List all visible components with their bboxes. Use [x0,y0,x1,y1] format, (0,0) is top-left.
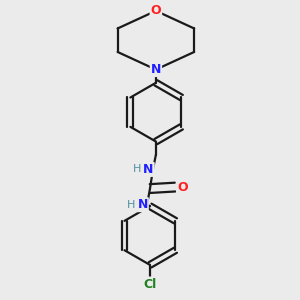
Text: H: H [133,164,141,175]
Text: H: H [127,200,135,210]
Text: N: N [143,163,154,176]
Text: O: O [177,181,188,194]
Text: Cl: Cl [143,278,157,290]
Text: O: O [151,4,161,17]
Text: N: N [151,63,161,76]
Text: N: N [137,198,148,211]
